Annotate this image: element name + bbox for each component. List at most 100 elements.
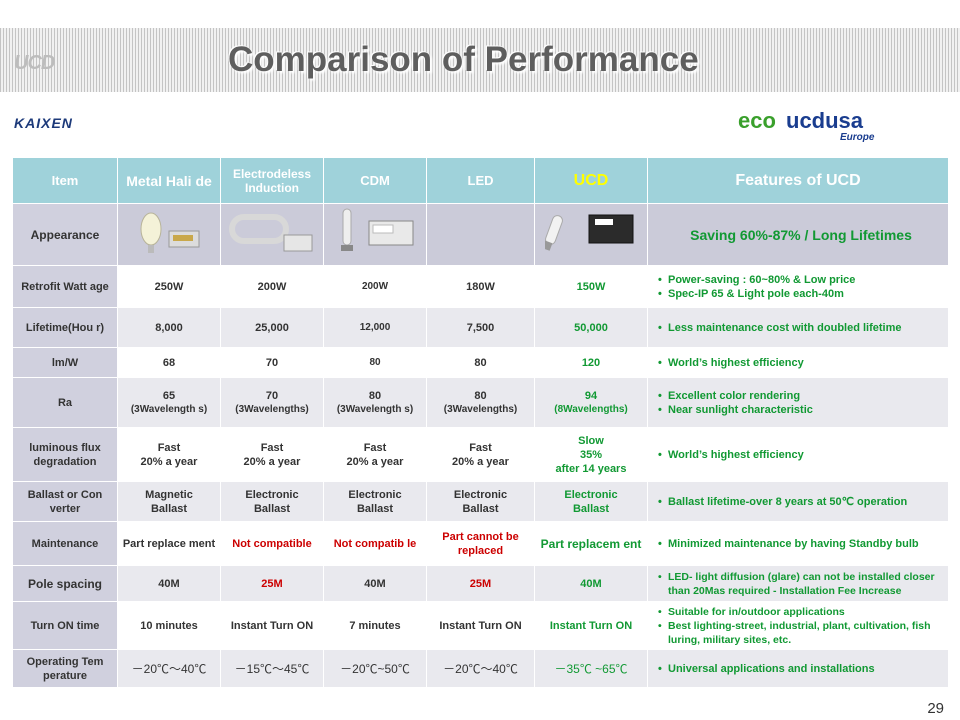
cell-led: Instant Turn ON — [426, 601, 535, 650]
ucd-logo: UCD — [14, 52, 114, 78]
cdm-lamp-icon — [341, 208, 414, 251]
cell-cdm: 40M — [323, 565, 427, 602]
feature-item: Less maintenance cost with doubled lifet… — [658, 321, 946, 335]
cell-metal-halide: 250W — [117, 265, 221, 308]
cell-cdm: 7 minutes — [323, 601, 427, 650]
cell-subvalue: (3Wavelength s) — [336, 403, 414, 415]
cell-ucd: －35℃ ~65℃ — [534, 649, 648, 688]
feature-item: Minimized maintenance by having Standby … — [658, 537, 946, 551]
cell-value: Ballast — [253, 502, 291, 515]
cell-value: 20% a year — [243, 455, 301, 468]
cell-ucd: Instant Turn ON — [534, 601, 648, 650]
cell-ucd: Slow 35% after 14 years — [534, 427, 648, 482]
induction-lamp-icon — [229, 213, 313, 251]
cell-metal-halide: 68 — [117, 347, 221, 378]
row-label: Operating Tem perature — [12, 649, 118, 688]
feature-item: Suitable for in/outdoor applications — [658, 605, 946, 619]
table-row: lm/W 68 70 80 80 120 World’s highest eff… — [12, 347, 949, 378]
cell-led: Part cannot be replaced — [426, 521, 535, 566]
ucd-logo-mark: UCD — [14, 52, 55, 74]
cell-subvalue: (3Wavelength s) — [130, 403, 208, 415]
table-row: Retrofit Watt age 250W 200W 200W 180W 15… — [12, 265, 949, 308]
cell-subvalue: (8Wavelengths) — [554, 403, 628, 415]
cell-value: Fast — [157, 441, 181, 454]
cell-value: 94 — [584, 389, 598, 402]
europe-logo-text: Europe — [840, 132, 875, 143]
header-item: Item — [12, 157, 118, 204]
cell-value: 20% a year — [140, 455, 198, 468]
cell-cdm: Not compatib le — [323, 521, 427, 566]
row-label: lm/W — [12, 347, 118, 378]
feature-cell: World’s highest efficiency — [647, 347, 949, 378]
table-row: Ballast or Con verter Magnetic Ballast El… — [12, 481, 949, 522]
header-band — [0, 28, 960, 92]
cdm-photo — [323, 203, 427, 266]
header-cdm: CDM — [323, 157, 427, 204]
feature-item: Excellent color rendering — [658, 389, 946, 403]
cell-value: Electronic — [348, 488, 402, 501]
feature-cell: Suitable for in/outdoor applications Bes… — [647, 601, 949, 650]
cell-cdm: 12,000 — [323, 307, 427, 348]
cell-led: 7,500 — [426, 307, 535, 348]
feature-cell: World’s highest efficiency — [647, 427, 949, 482]
row-label: Maintenance — [12, 521, 118, 566]
cell-metal-halide: 65 (3Wavelength s) — [117, 377, 221, 428]
cell-led: 180W — [426, 265, 535, 308]
table-row: Lifetime(Hou r) 8,000 25,000 12,000 7,50… — [12, 307, 949, 348]
cell-metal-halide: Part replace ment — [117, 521, 221, 566]
cell-electrodeless: 25M — [220, 565, 324, 602]
row-label: Appearance — [12, 203, 118, 266]
cell-cdm: 200W — [323, 265, 427, 308]
cell-value: 70 — [265, 389, 279, 402]
cell-electrodeless: Fast 20% a year — [220, 427, 324, 482]
header-electrodeless: Electrodeless Induction — [220, 157, 324, 204]
cell-ucd: 120 — [534, 347, 648, 378]
feature-cell: Ballast lifetime-over 8 years at 50℃ ope… — [647, 481, 949, 522]
feature-item: Ballast lifetime-over 8 years at 50℃ ope… — [658, 495, 946, 509]
cell-ucd: 40M — [534, 565, 648, 602]
header-features: Features of UCD — [647, 157, 949, 204]
ucdusa-logo-text: ucdusa — [786, 108, 864, 133]
cell-value: Ballast — [356, 502, 394, 515]
cell-led: 25M — [426, 565, 535, 602]
cell-value: 80 — [368, 389, 382, 402]
cell-value: after 14 years — [555, 462, 627, 475]
cell-value: Electronic — [245, 488, 299, 501]
page-title: Comparison of Performance — [228, 40, 699, 79]
cell-electrodeless: 70 — [220, 347, 324, 378]
feature-item: Universal applications and installations — [658, 662, 946, 676]
feature-cell: Less maintenance cost with doubled lifet… — [647, 307, 949, 348]
metal-halide-photo — [117, 203, 221, 266]
feature-item: Near sunlight characteristic — [658, 403, 946, 417]
cell-value: 20% a year — [346, 455, 404, 468]
kaixen-logo-text: KAIXEN — [14, 115, 73, 131]
cell-metal-halide: Magnetic Ballast — [117, 481, 221, 522]
ecoucdusa-logo: eco ucdusa Europe — [738, 108, 888, 146]
led-photo-empty — [426, 203, 535, 266]
cell-led: －20℃～40℃ — [426, 649, 535, 688]
cell-value: 65 — [162, 389, 176, 402]
table-row: Pole spacing 40M 25M 40M 25M 40M LED- li… — [12, 565, 949, 602]
cell-value: 20% a year — [452, 455, 509, 468]
cell-cdm: －20℃~50℃ — [323, 649, 427, 688]
cell-subvalue: (3Wavelengths) — [443, 403, 518, 415]
kaixen-logo: KAIXEN — [14, 115, 84, 137]
cell-electrodeless: Electronic Ballast — [220, 481, 324, 522]
cell-value: Electronic — [453, 488, 508, 501]
header-led: LED — [426, 157, 535, 204]
cell-electrodeless: 25,000 — [220, 307, 324, 348]
feature-cell: Universal applications and installations — [647, 649, 949, 688]
feature-item: World’s highest efficiency — [658, 448, 946, 462]
cell-value: Magnetic — [145, 488, 193, 501]
cell-value: Fast — [363, 441, 387, 454]
row-label: Ra — [12, 377, 118, 428]
metal-halide-lamp-icon — [140, 212, 200, 253]
feature-cell: Power-saving : 60~80% & Low price Spec-I… — [647, 265, 949, 308]
feature-item: Spec-IP 65 & Light pole each-40m — [658, 287, 946, 301]
cell-led: 80 — [426, 347, 535, 378]
cell-metal-halide: 10 minutes — [117, 601, 221, 650]
row-label: Ballast or Con verter — [12, 481, 118, 522]
cell-value: Fast — [469, 441, 492, 454]
cell-metal-halide: 8,000 — [117, 307, 221, 348]
row-label: Retrofit Watt age — [12, 265, 118, 308]
